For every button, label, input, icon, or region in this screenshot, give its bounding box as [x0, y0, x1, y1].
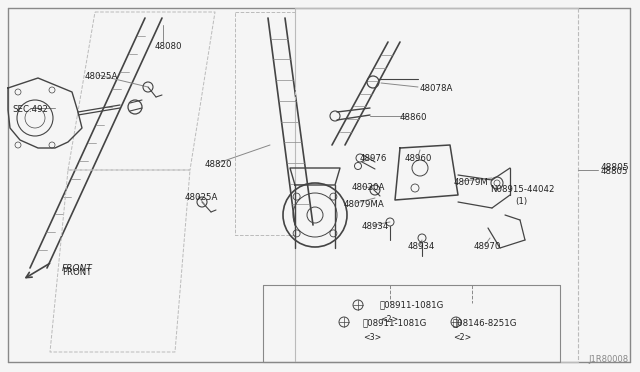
Text: SEC.492: SEC.492: [12, 105, 48, 114]
Text: 48025A: 48025A: [185, 193, 218, 202]
Text: <2>: <2>: [380, 315, 398, 324]
Text: 48805: 48805: [601, 163, 630, 172]
Text: Ⓑ08146-8251G: Ⓑ08146-8251G: [453, 318, 518, 327]
Text: 48079MA: 48079MA: [344, 200, 385, 209]
Text: (1): (1): [515, 197, 527, 206]
Text: FRONT: FRONT: [62, 268, 92, 277]
Text: ⓝ08911-1081G: ⓝ08911-1081G: [380, 300, 444, 309]
Text: <3>: <3>: [363, 333, 381, 342]
Text: <2>: <2>: [453, 333, 471, 342]
Text: 48025A: 48025A: [85, 72, 118, 81]
Text: J1R80008: J1R80008: [588, 355, 628, 364]
Text: N08915-44042: N08915-44042: [490, 185, 554, 194]
Text: 48860: 48860: [400, 113, 428, 122]
Text: 48820: 48820: [205, 160, 232, 169]
Text: 48079M: 48079M: [454, 178, 489, 187]
Text: 48976: 48976: [360, 154, 387, 163]
Text: ⓝ08911-1081G: ⓝ08911-1081G: [363, 318, 428, 327]
Text: 48934: 48934: [362, 222, 389, 231]
Text: 48805: 48805: [601, 167, 628, 176]
Text: 48020A: 48020A: [352, 183, 385, 192]
Text: 48960: 48960: [405, 154, 433, 163]
Text: 48970: 48970: [474, 242, 501, 251]
Text: 48078A: 48078A: [420, 84, 453, 93]
Text: FRONT: FRONT: [62, 264, 93, 273]
Text: 48934: 48934: [408, 242, 435, 251]
Text: 48080: 48080: [155, 42, 182, 51]
